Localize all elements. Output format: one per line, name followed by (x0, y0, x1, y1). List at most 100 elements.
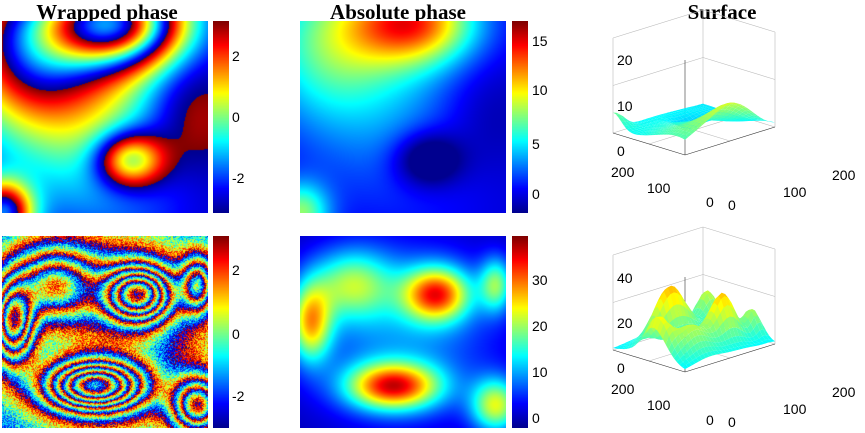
surface-patch (649, 127, 656, 129)
surface-patch (742, 110, 749, 115)
surface-patch (673, 122, 681, 124)
surface-patch (768, 121, 775, 123)
wrapped-cbar-tick: 2 (232, 262, 240, 278)
surface-patch (682, 131, 690, 136)
surface-patch (700, 117, 707, 121)
surface-patch (666, 125, 673, 127)
surface-patch (692, 126, 699, 132)
surface-patch (669, 127, 676, 130)
surface-patch (706, 328, 713, 334)
surface-patch (745, 310, 752, 320)
surface-x-tick: 0 (728, 197, 736, 213)
surface-patch (722, 120, 729, 121)
surface-patch (664, 114, 671, 117)
surface-patch (677, 129, 684, 134)
surface-patch (662, 126, 670, 129)
surface-patch (712, 330, 719, 338)
surface-patch (635, 123, 643, 125)
surface-patch (651, 122, 658, 125)
surface-patch (666, 117, 673, 121)
surface-patch (644, 332, 652, 338)
surface-patch (689, 106, 696, 109)
surface-patch (702, 330, 709, 337)
surface-patch (755, 117, 762, 120)
surface-patch (703, 114, 710, 118)
surface-patch (680, 354, 687, 362)
surface-patch (643, 133, 650, 136)
surface-patch (697, 299, 704, 309)
surface-patch (686, 356, 693, 363)
surface-patch (698, 335, 705, 342)
surface-patch (751, 112, 758, 116)
surface-patch (672, 127, 679, 130)
surface-patch (655, 316, 662, 318)
surface-patch (709, 111, 717, 116)
surface-patch (707, 311, 715, 321)
surface-patch (653, 116, 661, 119)
surface-patch (640, 125, 647, 128)
surface-patch (745, 337, 753, 342)
surface-patch (736, 319, 744, 332)
surface-patch (660, 304, 667, 320)
surface-patch (658, 114, 665, 116)
surface-patch (710, 107, 717, 110)
surface-patch (660, 122, 667, 124)
surface-z-tick: 0 (617, 143, 625, 159)
surface-patch (705, 105, 712, 108)
surface-patch (720, 349, 727, 354)
surface-patch (684, 110, 691, 114)
surface-patch (639, 122, 646, 124)
surface-patch (652, 119, 659, 122)
surface-patch (676, 316, 683, 327)
surface-patch (613, 346, 620, 349)
surface-patch (717, 346, 724, 351)
surface-patch (676, 133, 683, 138)
surface-patch (648, 335, 655, 339)
surface-patch (682, 316, 690, 325)
surface-patch (741, 316, 748, 324)
absolute-phase-map-2 (300, 236, 506, 428)
surface-patch (708, 302, 715, 313)
surface-patch (671, 122, 679, 123)
surface-patch (665, 122, 672, 124)
surface-patch (762, 120, 769, 122)
surface-patch (752, 334, 760, 341)
surface-patch (704, 340, 711, 347)
surface-patch (682, 364, 689, 370)
surface-patch (704, 290, 711, 295)
surface-patch (754, 315, 761, 324)
surface-patch (646, 118, 654, 121)
surface-patch (689, 125, 697, 130)
surface-patch (618, 117, 625, 122)
surface-patch (638, 131, 645, 134)
surface-patch (664, 127, 672, 130)
surface-patch (680, 325, 687, 329)
surface-z-tick: 0 (617, 360, 625, 376)
surface-patch (628, 121, 635, 126)
surface-patch (678, 122, 685, 124)
surface-patch (621, 121, 628, 126)
surface-patch (723, 103, 730, 106)
surface-patch (663, 129, 670, 133)
surface-patch (678, 127, 685, 130)
surface-patch (673, 132, 681, 137)
surface-patch (732, 327, 739, 337)
surface-patch (627, 343, 634, 347)
surface-patch (734, 346, 741, 351)
surface-patch (682, 121, 690, 123)
surface-patch (735, 335, 742, 343)
surface-patch (690, 345, 697, 354)
surface-y-tick: 0 (706, 412, 714, 428)
surface-patch (700, 347, 707, 354)
surface-patch (703, 117, 710, 123)
surface-patch (637, 133, 645, 136)
surface-patch (717, 299, 724, 314)
surface-patch (682, 325, 690, 331)
surface-patch (699, 353, 706, 360)
surface-patch (739, 108, 746, 113)
surface-patch (717, 115, 724, 118)
surface-patch (752, 115, 759, 118)
surface-patch (698, 323, 705, 327)
surface-patch (650, 130, 657, 132)
surface-patch (670, 126, 677, 129)
